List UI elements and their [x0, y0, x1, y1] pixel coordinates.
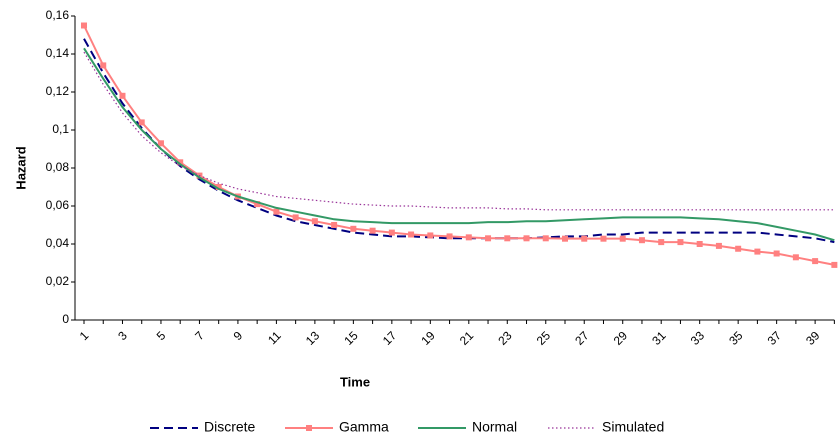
line-series	[83, 38, 835, 244]
x-tick-label: 31	[649, 328, 669, 348]
x-tick-label: 25	[534, 328, 554, 348]
y-tick-label: 0,06	[46, 198, 70, 212]
y-tick-label: 0,08	[46, 160, 70, 174]
y-tick-label: 0,02	[46, 274, 70, 288]
marker	[562, 235, 568, 242]
marker	[504, 235, 511, 242]
marker	[792, 254, 799, 261]
x-tick-label: 11	[265, 328, 284, 347]
marker	[581, 235, 588, 242]
marker	[754, 248, 761, 255]
line-series	[83, 51, 835, 211]
y-tick-label: 0,1	[52, 122, 69, 136]
marker	[100, 62, 107, 69]
marker	[369, 227, 376, 234]
x-tick-label: 7	[192, 328, 207, 343]
marker	[812, 258, 819, 265]
y-axis-label: Hazard	[13, 146, 28, 189]
marker	[215, 184, 222, 190]
marker	[715, 242, 722, 249]
marker	[735, 245, 742, 252]
marker	[427, 232, 434, 239]
marker	[831, 261, 838, 268]
y-tick-label: 0,12	[46, 84, 70, 98]
legend-marker	[306, 425, 312, 431]
x-tick-label: 3	[115, 328, 130, 343]
line-series	[83, 47, 835, 242]
marker	[773, 250, 780, 257]
x-tick-label: 1	[77, 328, 92, 343]
marker	[331, 222, 338, 228]
marker	[254, 201, 261, 208]
y-tick-label: 0,04	[46, 236, 70, 250]
marker	[119, 92, 126, 99]
marker	[408, 231, 415, 238]
marker	[619, 235, 626, 242]
marker	[677, 239, 684, 246]
marker	[523, 235, 530, 242]
marker	[81, 22, 87, 29]
x-tick-label: 29	[611, 328, 631, 348]
legend-label: Gamma	[339, 419, 389, 435]
marker	[446, 233, 453, 240]
marker	[638, 237, 645, 244]
x-tick-label: 13	[303, 328, 323, 348]
x-tick-label: 15	[341, 328, 361, 348]
legend-label: Discrete	[204, 419, 256, 435]
marker	[157, 140, 164, 147]
marker	[658, 239, 665, 246]
x-tick-label: 23	[495, 328, 515, 348]
marker	[350, 225, 357, 232]
marker	[311, 218, 318, 225]
marker	[292, 214, 299, 221]
x-tick-label: 27	[572, 328, 592, 348]
legend-label: Simulated	[602, 419, 664, 435]
marker	[465, 234, 472, 241]
marker	[542, 235, 549, 242]
marker	[696, 241, 703, 247]
x-tick-label: 5	[154, 328, 169, 343]
x-axis-label: Time	[340, 374, 370, 389]
x-tick-label: 35	[726, 328, 746, 348]
marker	[177, 159, 184, 166]
y-tick-label: 0	[62, 312, 69, 326]
marker	[485, 235, 492, 242]
line-series	[83, 25, 835, 266]
marker	[600, 235, 607, 242]
marker	[138, 119, 145, 126]
marker	[388, 229, 395, 236]
x-tick-label: 9	[231, 328, 246, 343]
x-tick-label: 19	[418, 328, 438, 348]
x-tick-label: 17	[380, 328, 400, 348]
y-tick-label: 0,14	[46, 46, 70, 60]
x-tick-label: 39	[803, 328, 823, 348]
x-tick-label: 21	[457, 328, 477, 348]
x-tick-label: 33	[688, 328, 708, 348]
marker	[273, 208, 280, 215]
y-tick-label: 0,16	[46, 8, 70, 22]
x-tick-label: 37	[765, 328, 785, 348]
legend-label: Normal	[472, 419, 517, 435]
